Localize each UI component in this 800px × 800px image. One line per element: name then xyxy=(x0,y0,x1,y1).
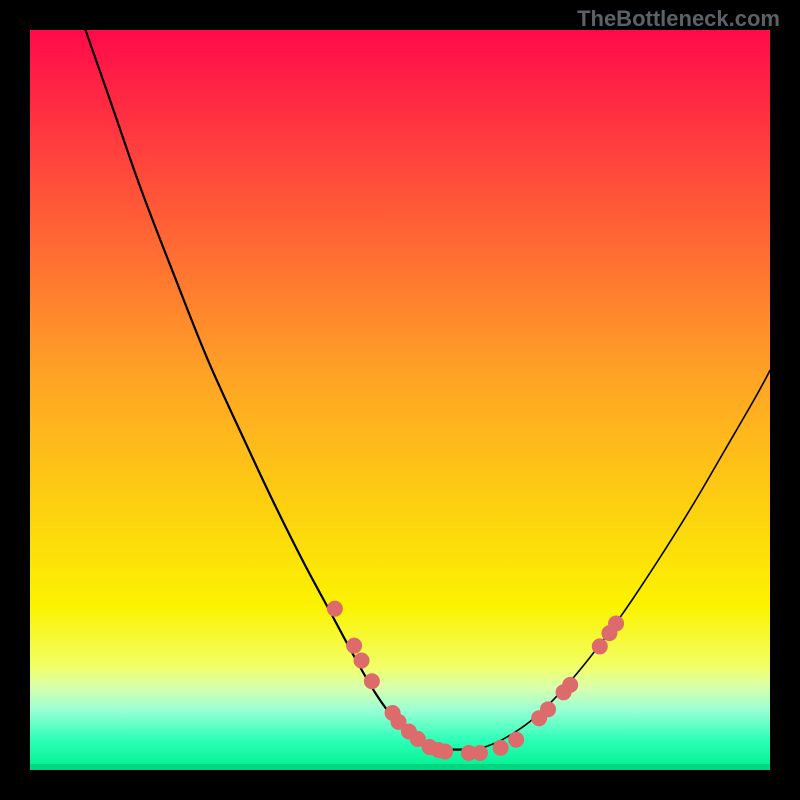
data-marker xyxy=(541,702,556,717)
data-marker xyxy=(354,653,369,668)
curve-left xyxy=(86,30,486,750)
curves-layer xyxy=(30,30,770,770)
data-marker xyxy=(347,638,362,653)
data-marker xyxy=(509,732,524,747)
curve-right xyxy=(485,370,770,747)
data-marker xyxy=(438,744,453,759)
data-marker xyxy=(563,677,578,692)
plot-area xyxy=(30,30,770,770)
data-marker xyxy=(493,740,508,755)
data-marker xyxy=(609,616,624,631)
data-marker xyxy=(327,601,342,616)
chart-frame: TheBottleneck.com xyxy=(0,0,800,800)
watermark-text: TheBottleneck.com xyxy=(577,6,780,32)
data-marker xyxy=(592,639,607,654)
data-marker xyxy=(472,745,487,760)
data-marker xyxy=(364,674,379,689)
